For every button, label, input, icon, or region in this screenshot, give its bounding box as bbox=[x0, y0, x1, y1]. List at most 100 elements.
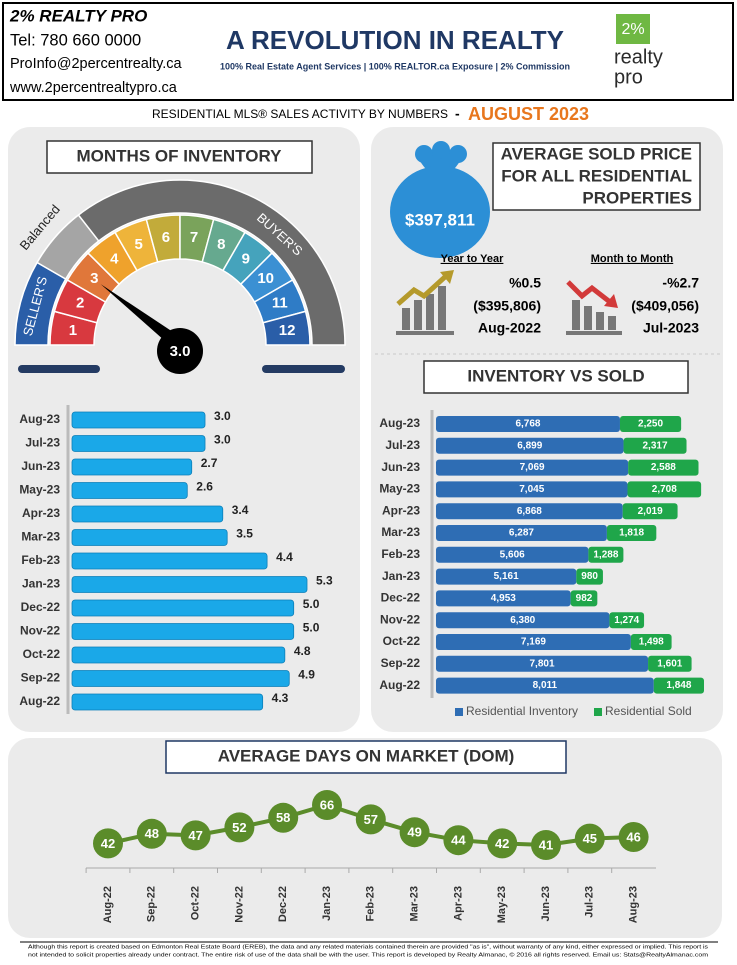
point bbox=[574, 823, 605, 854]
logo-text: pro bbox=[614, 66, 643, 88]
point bbox=[180, 820, 211, 851]
bar-segment bbox=[570, 590, 598, 607]
x-tick-label: Jul-23 bbox=[584, 886, 596, 918]
value-label: 3.0 bbox=[214, 433, 231, 447]
value-label: 980 bbox=[581, 571, 598, 582]
value-label: 4,953 bbox=[491, 593, 516, 604]
gauge-tick-label: 4 bbox=[110, 250, 119, 267]
value-label: 2,588 bbox=[651, 462, 676, 473]
x-tick-label: Nov-22 bbox=[233, 886, 245, 923]
value-label: 58 bbox=[276, 810, 290, 825]
y-tick-label: Jan-23 bbox=[382, 569, 420, 583]
gauge-tick-label: 12 bbox=[279, 322, 296, 339]
bar bbox=[71, 458, 193, 476]
gauge-outer-ring bbox=[14, 179, 346, 346]
value-label: 47 bbox=[188, 828, 202, 843]
y-tick-label: Sep-22 bbox=[381, 656, 421, 670]
x-tick-label: Jan-23 bbox=[321, 886, 333, 921]
y-tick-label: Mar-23 bbox=[21, 530, 60, 544]
panel bbox=[8, 738, 722, 938]
value-label: 2,317 bbox=[643, 440, 668, 451]
value-label: 1,288 bbox=[593, 549, 618, 560]
value-label: 5,606 bbox=[500, 549, 525, 560]
money-bag-icon bbox=[390, 141, 490, 258]
gauge-tick-label: 11 bbox=[272, 295, 288, 312]
coin bbox=[449, 145, 467, 163]
gauge-tick-label: 6 bbox=[162, 229, 170, 246]
gauge-tick-label: 9 bbox=[242, 250, 250, 267]
logo-text: realty bbox=[614, 46, 663, 68]
y-tick-label: May-23 bbox=[19, 483, 60, 497]
y-tick-label: Feb-23 bbox=[381, 547, 420, 561]
title-box bbox=[492, 142, 701, 211]
gauge-tick-label: 2 bbox=[76, 295, 84, 312]
bar bbox=[71, 646, 286, 664]
icon-arrow bbox=[396, 274, 448, 306]
bar-segment bbox=[436, 612, 610, 629]
mom-previous: ($409,056) bbox=[631, 298, 699, 314]
y-tick-label: Jun-23 bbox=[381, 460, 420, 474]
icon-bar bbox=[572, 300, 580, 330]
bar-segment bbox=[623, 437, 687, 454]
y-tick-label: Mar-23 bbox=[381, 525, 420, 539]
point bbox=[93, 828, 123, 859]
value-label: 6,380 bbox=[510, 615, 535, 626]
bar-segment bbox=[622, 503, 678, 520]
bar-segment bbox=[576, 568, 603, 585]
disclaimer: not intended to solicit properties alrea… bbox=[28, 951, 709, 958]
y-tick-label: Jan-23 bbox=[22, 577, 60, 591]
bar bbox=[71, 693, 264, 711]
value-label: 4.8 bbox=[294, 644, 311, 658]
title-box bbox=[165, 740, 567, 774]
bar-segment bbox=[628, 459, 699, 476]
tagline: 100% Real Estate Agent Services | 100% R… bbox=[220, 61, 570, 71]
decline-icon bbox=[566, 280, 622, 335]
gauge-base bbox=[18, 365, 100, 373]
icon-bar bbox=[438, 286, 446, 330]
value-label: 7,045 bbox=[519, 484, 544, 495]
bar-segment bbox=[436, 655, 649, 672]
x-tick-label: Apr-23 bbox=[452, 886, 464, 921]
y-tick-label: Jul-23 bbox=[25, 436, 60, 450]
value-label: 52 bbox=[232, 820, 246, 835]
disclaimer: Although this report is created based on… bbox=[28, 944, 708, 950]
point bbox=[355, 804, 386, 835]
gauge-hub bbox=[157, 328, 203, 374]
separator: - bbox=[455, 106, 460, 122]
y-tick-label: Dec-22 bbox=[21, 600, 61, 614]
bar-segment bbox=[630, 634, 672, 650]
value-label: 49 bbox=[407, 825, 421, 840]
bar bbox=[71, 505, 224, 523]
coin bbox=[415, 145, 433, 163]
price-title: AVERAGE SOLD PRICE bbox=[501, 144, 692, 163]
value-label: 5,161 bbox=[494, 571, 519, 582]
value-label: 2,019 bbox=[638, 506, 663, 517]
title-box bbox=[46, 140, 313, 174]
point bbox=[224, 812, 255, 843]
mom-label: Month to Month bbox=[591, 253, 674, 265]
gauge-tick-label: 8 bbox=[217, 236, 225, 253]
bar-segment bbox=[436, 546, 589, 563]
icon-bar bbox=[596, 312, 604, 330]
point bbox=[136, 818, 167, 849]
avg-price: $397,811 bbox=[405, 210, 475, 229]
gauge-segment bbox=[262, 310, 311, 346]
y-tick-label: Apr-23 bbox=[22, 506, 60, 520]
gauge-tick-label: 7 bbox=[190, 229, 198, 246]
bar-segment bbox=[627, 481, 702, 498]
gauge-tick-label: 10 bbox=[257, 270, 274, 287]
icon-arrow-head bbox=[604, 294, 618, 308]
price-title: PROPERTIES bbox=[582, 188, 692, 207]
value-label: 57 bbox=[364, 812, 378, 827]
x-tick-label: Aug-22 bbox=[102, 886, 114, 923]
y-tick-label: Aug-23 bbox=[19, 412, 60, 426]
title-box bbox=[423, 360, 689, 394]
point bbox=[443, 825, 474, 856]
bar bbox=[71, 529, 228, 546]
y-tick-label: Jun-23 bbox=[21, 459, 60, 473]
stack-title: INVENTORY VS SOLD bbox=[467, 366, 644, 385]
value-label: 7,169 bbox=[521, 637, 546, 648]
bar-segment bbox=[609, 612, 645, 629]
